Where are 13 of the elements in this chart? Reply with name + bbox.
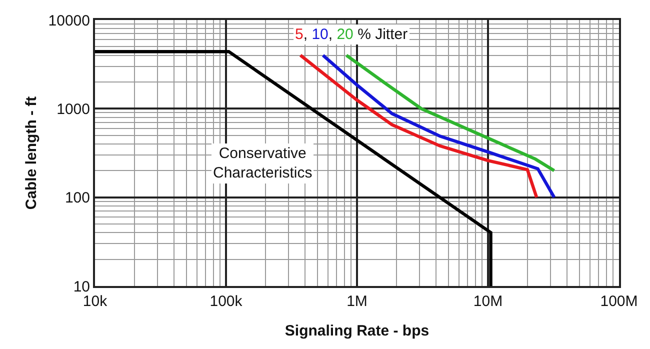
x-axis-title: Signaling Rate - bps: [284, 322, 430, 340]
y-tick-label: 10: [73, 278, 90, 296]
annotation: 5, 10, 20 % Jitter: [295, 26, 408, 43]
y-tick-label: 100: [64, 190, 90, 207]
x-tick-label: 1M: [346, 293, 368, 310]
y-axis-title: Cable length - ft: [23, 96, 40, 210]
x-tick-label: 100k: [210, 293, 243, 310]
x-tick-label: 100M: [600, 293, 638, 310]
x-tick-label: 10k: [82, 293, 108, 310]
annotation: Conservative Characteristics: [213, 145, 312, 182]
y-tick-label: 10000: [48, 12, 90, 30]
x-tick-label: 10M: [473, 293, 503, 310]
y-tick-label: 1000: [56, 100, 90, 118]
